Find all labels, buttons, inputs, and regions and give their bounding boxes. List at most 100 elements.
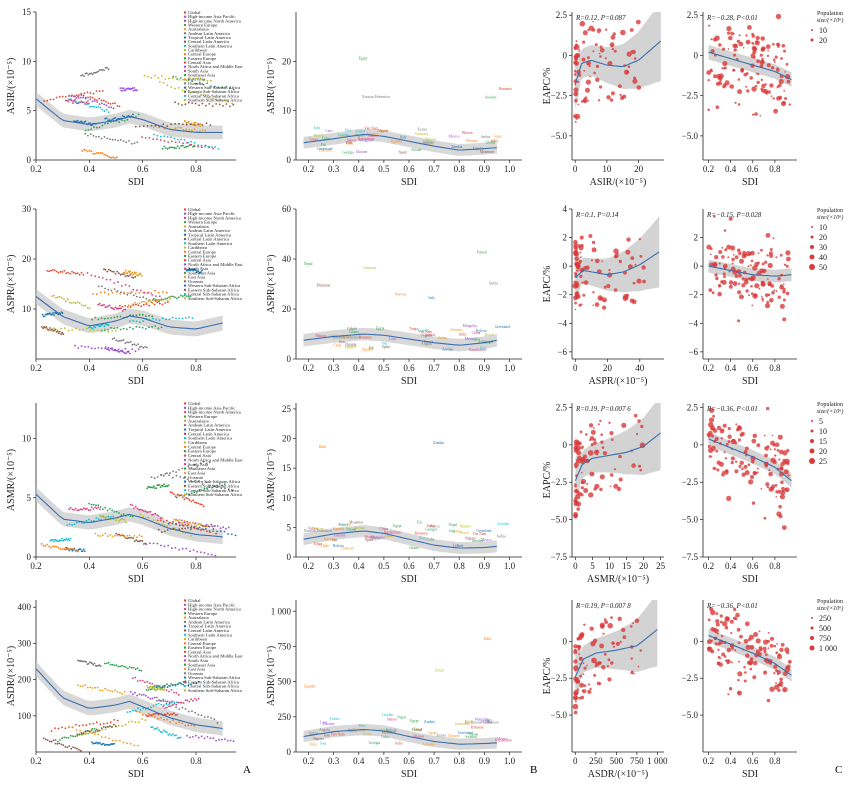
x-tick-label: 0.5: [378, 561, 390, 571]
region-point: [77, 509, 80, 512]
region-point: [105, 154, 107, 157]
region-point: [98, 103, 101, 106]
country-point: [582, 445, 585, 448]
region-point: [217, 86, 220, 89]
region-point: [119, 274, 122, 276]
region-point: [78, 302, 81, 304]
region-point: [88, 502, 90, 505]
region-legend-label: Central Latin America: [188, 628, 229, 633]
region-point: [113, 270, 115, 273]
country-point: [775, 682, 777, 685]
region-point: [95, 106, 98, 109]
country-point: [782, 283, 785, 285]
country-point: [749, 667, 753, 671]
region-point: [116, 534, 119, 537]
region-point: [139, 508, 142, 511]
region-point: [113, 510, 116, 513]
country-label: Iran: [346, 141, 352, 145]
region-point: [118, 739, 121, 742]
region-point: [199, 462, 202, 465]
country-label: Zambia: [451, 145, 462, 149]
region-point: [150, 687, 153, 690]
country-point: [712, 427, 715, 431]
x-tick-label: 0.7: [428, 561, 440, 571]
y-tick-label: 10: [282, 493, 292, 503]
region-point: [164, 472, 167, 475]
region-point: [188, 268, 191, 270]
region-point: [189, 295, 192, 298]
country-label: Russian Federation: [304, 529, 332, 533]
region-point: [182, 683, 185, 686]
country-point: [631, 49, 636, 55]
region-legend-swatch: [183, 463, 187, 466]
region-point: [189, 736, 191, 739]
x-tick-label: 0.4: [84, 363, 96, 373]
correlation-stat: R=−0.15, P=0.028: [706, 211, 762, 219]
country-point: [641, 265, 646, 270]
country-point: [752, 433, 757, 438]
region-point: [79, 548, 82, 551]
region-point: [113, 308, 115, 311]
region-point: [121, 305, 124, 308]
country-point: [610, 438, 614, 442]
region-point: [73, 509, 75, 511]
country-point: [753, 471, 757, 476]
region-point: [120, 285, 123, 287]
country-point: [580, 493, 584, 497]
region-legend-label: Southern Sub-Saharan Africa: [188, 296, 242, 301]
region-point: [146, 685, 149, 687]
country-point: [583, 623, 586, 626]
region-point: [129, 274, 132, 276]
country-label: Lesotho: [382, 713, 394, 717]
country-point: [782, 490, 785, 493]
region-legend-swatch: [183, 489, 187, 492]
region-point: [75, 97, 78, 99]
region-point: [142, 346, 145, 349]
country-point: [588, 683, 591, 686]
region-point: [197, 713, 200, 716]
region-legend-swatch: [183, 625, 187, 628]
country-point: [769, 83, 774, 88]
region-point: [108, 349, 111, 352]
country-label: France: [347, 327, 357, 331]
x-tick-label: 0.2: [303, 756, 314, 766]
region-point: [100, 317, 103, 319]
country-point: [756, 80, 760, 85]
country-point: [707, 108, 710, 112]
fitted-curve: [303, 530, 497, 549]
region-point: [69, 537, 72, 540]
region-point: [111, 118, 114, 121]
legend-size-label: 25: [819, 457, 827, 466]
legend-size-swatch: [809, 645, 815, 651]
country-point: [574, 514, 578, 518]
country-point: [576, 450, 582, 456]
region-point: [98, 135, 100, 138]
country-point: [591, 28, 596, 32]
country-label: Armenia: [338, 522, 351, 526]
country-label: Bolivia: [386, 729, 397, 733]
region-legend-swatch: [183, 11, 187, 14]
country-point: [743, 679, 747, 683]
fitted-curve: [35, 296, 223, 330]
country-point: [573, 295, 578, 301]
country-point: [708, 422, 714, 428]
country-point: [730, 661, 733, 664]
region-point: [130, 666, 133, 669]
country-point: [575, 40, 578, 43]
x-tick-label: 0.4: [353, 164, 365, 174]
region-point: [132, 294, 135, 297]
country-label: Sudan: [451, 530, 460, 534]
region-point: [150, 292, 153, 294]
country-label: France: [356, 130, 366, 134]
region-point: [217, 148, 220, 150]
region-point: [138, 125, 141, 128]
x-tick-label: 0.8: [454, 756, 466, 766]
region-point: [68, 301, 71, 304]
region-legend-label: Eastern Europe: [188, 449, 216, 454]
region-point: [219, 98, 222, 101]
region-point: [160, 299, 163, 301]
region-legend-label: Central Asia: [188, 258, 211, 263]
region-point: [86, 103, 89, 105]
region-point: [123, 352, 126, 355]
region-point: [172, 470, 174, 473]
